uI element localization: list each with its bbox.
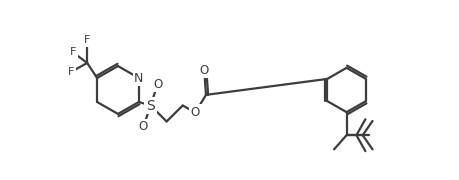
Text: S: S (146, 98, 155, 112)
Text: O: O (139, 120, 148, 133)
Text: F: F (68, 67, 74, 77)
Text: O: O (199, 64, 208, 76)
Text: F: F (84, 35, 90, 45)
Text: O: O (153, 78, 162, 91)
Text: N: N (134, 71, 143, 85)
Text: F: F (70, 47, 76, 57)
Text: O: O (190, 106, 200, 119)
